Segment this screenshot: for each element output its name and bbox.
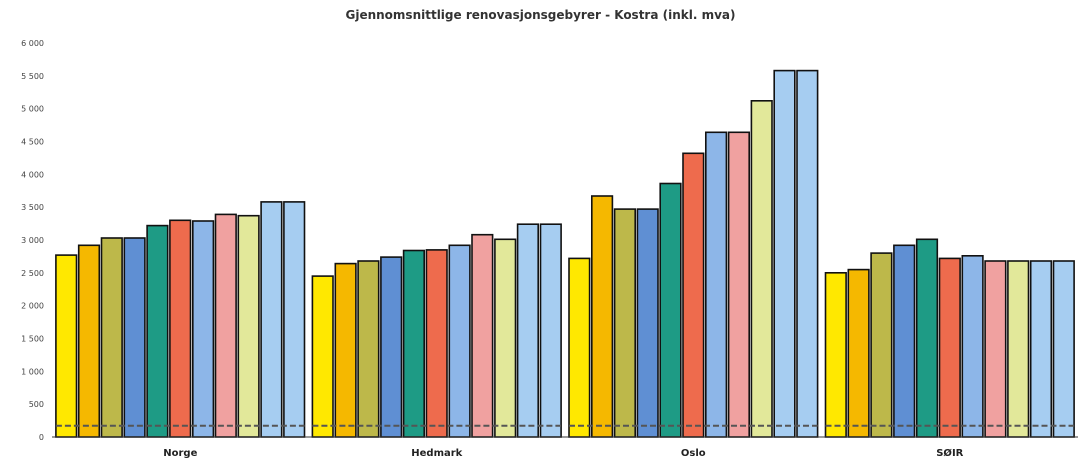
bar xyxy=(448,244,471,438)
bar xyxy=(704,131,728,438)
bar xyxy=(169,219,192,438)
bar xyxy=(539,223,562,438)
bar xyxy=(214,213,237,438)
y-tick-label: 4 500 xyxy=(21,138,44,147)
y-tick-label: 4 000 xyxy=(21,170,44,179)
bar xyxy=(1052,260,1075,438)
y-tick-label: 6 000 xyxy=(21,39,44,48)
chart-title: Gjennomsnittlige renovasjonsgebyrer - Ko… xyxy=(345,8,736,22)
bar xyxy=(796,69,819,438)
y-tick-label: 500 xyxy=(29,400,44,409)
bar xyxy=(870,252,893,438)
x-category-label: Norge xyxy=(163,448,197,459)
bar xyxy=(357,260,380,438)
bar xyxy=(915,238,939,438)
x-category-label: Oslo xyxy=(681,448,706,459)
bar xyxy=(824,271,847,438)
bar xyxy=(237,214,260,438)
bar xyxy=(494,238,517,438)
bar xyxy=(311,275,334,438)
bar xyxy=(727,131,750,438)
y-tick-label: 1 500 xyxy=(21,335,44,344)
y-tick-label: 1 000 xyxy=(21,367,44,376)
y-tick-label: 5 500 xyxy=(21,72,44,81)
bar xyxy=(1029,260,1053,438)
bar xyxy=(750,100,773,438)
bar xyxy=(636,208,659,438)
bar xyxy=(773,69,796,438)
bar xyxy=(847,268,870,438)
bar xyxy=(1007,260,1030,438)
bar xyxy=(260,201,283,438)
x-category-label: Hedmark xyxy=(411,448,462,459)
x-category-label: SØIR xyxy=(936,447,963,459)
bar xyxy=(402,249,426,438)
bar xyxy=(100,237,123,438)
bar xyxy=(77,244,101,438)
y-tick-label: 0 xyxy=(39,433,44,442)
y-tick-label: 2 000 xyxy=(21,302,44,311)
bar xyxy=(425,249,448,438)
y-tick-label: 3 000 xyxy=(21,236,44,245)
bar xyxy=(192,220,215,438)
bar xyxy=(893,244,916,438)
bar xyxy=(590,195,614,438)
bar xyxy=(146,224,169,438)
bar xyxy=(471,233,494,438)
bar xyxy=(659,182,682,438)
bar xyxy=(516,223,539,438)
bar xyxy=(568,257,591,438)
bar xyxy=(283,201,306,438)
bar xyxy=(380,256,403,438)
y-tick-label: 5 000 xyxy=(21,105,44,114)
bar xyxy=(55,254,78,438)
bar xyxy=(334,262,357,438)
bar xyxy=(938,257,961,438)
y-tick-label: 3 500 xyxy=(21,203,44,212)
bar xyxy=(984,260,1007,438)
bar xyxy=(123,237,146,438)
bar xyxy=(613,208,636,438)
y-tick-label: 2 500 xyxy=(21,269,44,278)
bar xyxy=(682,152,705,438)
bar xyxy=(961,255,984,438)
